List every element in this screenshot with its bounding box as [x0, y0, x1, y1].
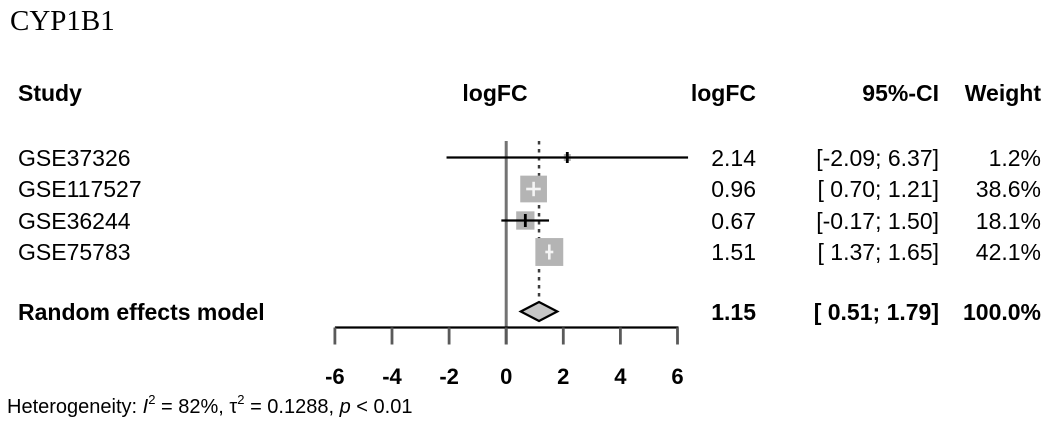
logfc-value: 1.51 [711, 239, 756, 265]
footer-text-segment: I [142, 396, 149, 418]
column-header-study: Study [18, 80, 82, 106]
footer-text-segment: Heterogeneity: [7, 396, 143, 418]
study-row: GSE117527 0.96 [ 0.70; 1.21] 38.6% [0, 176, 1050, 202]
axis-tick-label: -6 [325, 364, 345, 389]
footer-text-segment: p [339, 396, 351, 418]
weight-value: 42.1% [975, 239, 1041, 265]
ci-value: [ 0.70; 1.21] [817, 176, 939, 202]
study-row: GSE75783 1.51 [ 1.37; 1.65] 42.1% [0, 239, 1050, 265]
logfc-value: 0.96 [711, 176, 756, 202]
footer-text-segment: = 0.1288, [244, 396, 340, 418]
ci-value: [-0.17; 1.50] [816, 207, 939, 234]
footer-text-segment: τ [229, 396, 238, 418]
summary-row: Random effects model 1.15 [ 0.51; 1.79] 100… [0, 299, 1050, 325]
column-header-ci: 95%-CI [862, 80, 939, 106]
weight-value: 38.6% [975, 176, 1041, 202]
axis-tick-label: 2 [557, 364, 569, 389]
study-name: GSE36244 [18, 207, 131, 234]
axis-tick-label: -2 [439, 364, 459, 389]
study-name: GSE75783 [18, 239, 131, 265]
weight-value-summary: 100.0% [962, 298, 1041, 325]
page-title: CYP1B1 [10, 5, 115, 37]
weight-value: 1.2% [988, 144, 1041, 171]
study-row: GSE36244 0.67 [-0.17; 1.50] 18.1% [0, 208, 1050, 234]
axis-tick-label: 4 [614, 364, 627, 389]
axis-tick-label: -4 [382, 364, 402, 389]
column-header-row: Study logFC logFC 95%-CI Weight [0, 80, 1050, 106]
summary-diamond [518, 300, 560, 323]
study-name: GSE37326 [18, 144, 131, 171]
ci-value: [-2.09; 6.37] [816, 144, 939, 171]
footer-text-segment: 2 [148, 392, 156, 408]
column-header-plot-logfc: logFC [462, 80, 528, 106]
study-row: GSE37326 2.14 [-2.09; 6.37] 1.2% [0, 145, 1050, 171]
axis-tick-label: 0 [500, 364, 512, 389]
heterogeneity-note: Heterogeneity: I2 = 82%, τ2 = 0.1288, p … [7, 392, 412, 422]
weight-value: 18.1% [975, 207, 1041, 234]
column-header-weight: Weight [964, 80, 1041, 106]
logfc-value: 2.14 [711, 144, 756, 171]
column-header-logfc: logFC [690, 80, 756, 106]
logfc-value-summary: 1.15 [711, 298, 756, 325]
logfc-value: 0.67 [711, 207, 756, 234]
study-name-summary: Random effects model [18, 298, 265, 325]
ci-value: [ 1.37; 1.65] [817, 239, 939, 265]
footer-text-segment: = 82%, [155, 396, 230, 418]
axis-tick-label: 6 [671, 364, 683, 389]
study-name: GSE117527 [18, 176, 142, 202]
ci-value-summary: [ 0.51; 1.79] [813, 298, 939, 325]
footer-text-segment: < 0.01 [350, 396, 413, 418]
footer-text-segment: 2 [237, 392, 245, 408]
